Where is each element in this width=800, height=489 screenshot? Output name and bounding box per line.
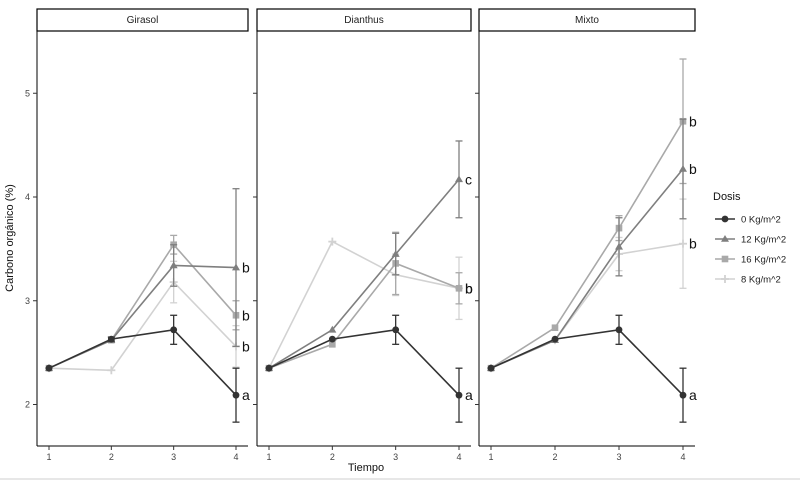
panel-strip-3: [478, 8, 696, 32]
data-point: [455, 175, 463, 183]
significance-label: a: [465, 387, 473, 403]
series-line: [490, 120, 684, 369]
legend-marker: [721, 215, 729, 223]
data-point: [679, 239, 687, 248]
significance-label: b: [465, 280, 473, 296]
panel-title: Girasol: [127, 15, 159, 26]
data-point: [615, 326, 623, 334]
x-axis-title: Tiempo: [348, 462, 384, 474]
x-tick-label: 2: [552, 452, 557, 462]
y-tick-label: 5: [25, 88, 30, 98]
data-point: [169, 261, 178, 269]
legend-label: 12 Kg/m^2: [741, 235, 786, 246]
x-tick-label: 3: [616, 452, 621, 462]
legend-marker: [721, 255, 729, 263]
significance-label: b: [689, 113, 697, 129]
data-point: [170, 326, 178, 334]
significance-label: b: [689, 236, 697, 252]
x-tick-label: 4: [456, 452, 461, 462]
significance-label: c: [465, 171, 472, 187]
data-point: [551, 335, 559, 343]
legend-label: 0 Kg/m^2: [741, 215, 781, 226]
data-point: [265, 364, 273, 372]
significance-label: a: [242, 387, 250, 403]
data-point: [232, 391, 240, 399]
x-tick-label: 1: [46, 452, 51, 462]
y-tick-label: 4: [25, 192, 30, 202]
data-point: [107, 335, 115, 343]
significance-label: b: [689, 161, 697, 177]
data-point: [615, 242, 623, 250]
series-line: [268, 178, 460, 369]
data-point: [487, 364, 495, 372]
panel-title: Mixto: [575, 15, 599, 26]
x-tick-label: 3: [171, 452, 176, 462]
data-point: [232, 263, 240, 271]
x-tick-label: 2: [330, 452, 335, 462]
data-point: [328, 335, 336, 343]
series-line: [48, 280, 237, 372]
x-tick-label: 2: [109, 452, 114, 462]
series-line: [48, 243, 237, 369]
data-point: [455, 285, 463, 292]
x-tick-label: 1: [266, 452, 271, 462]
legend-label: 8 Kg/m^2: [741, 275, 781, 286]
data-point: [328, 237, 337, 246]
data-point: [329, 341, 336, 348]
significance-label: b: [242, 338, 250, 354]
series-line: [268, 328, 460, 396]
legend-marker: [721, 275, 729, 283]
y-tick-label: 3: [25, 296, 30, 306]
series-line: [490, 328, 684, 396]
panel-strip-1: [36, 8, 249, 32]
x-tick-label: 1: [488, 452, 493, 462]
data-point: [391, 250, 400, 257]
significance-label: b: [465, 280, 473, 296]
y-tick-label: 2: [25, 400, 30, 410]
series-line: [268, 240, 460, 369]
significance-label: a: [689, 387, 697, 403]
data-point: [679, 164, 687, 172]
data-point: [45, 364, 53, 372]
data-point: [455, 391, 463, 399]
legend-marker: [721, 235, 729, 242]
legend-label: 16 Kg/m^2: [741, 255, 786, 266]
panel-strip-2: [256, 8, 472, 32]
series-line: [268, 262, 460, 369]
series-line: [490, 168, 684, 369]
data-point: [328, 325, 337, 333]
x-tick-label: 3: [393, 452, 398, 462]
data-point: [392, 326, 400, 334]
significance-label: b: [242, 307, 250, 323]
y-axis-title: Carbono orgánico (%): [4, 184, 16, 292]
data-point: [551, 324, 559, 332]
x-tick-label: 4: [680, 452, 685, 462]
x-tick-label: 4: [233, 452, 238, 462]
series-line: [48, 328, 237, 396]
significance-label: b: [242, 260, 250, 276]
data-point: [679, 391, 687, 399]
legend-title: Dosis: [713, 191, 741, 203]
panel-title: Dianthus: [344, 15, 383, 26]
data-point: [107, 366, 116, 375]
